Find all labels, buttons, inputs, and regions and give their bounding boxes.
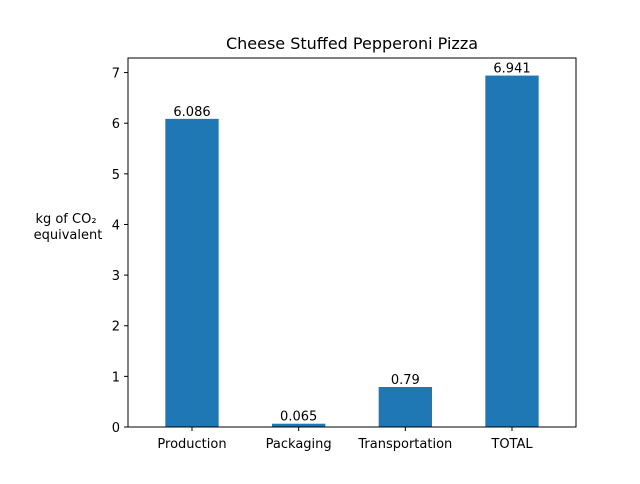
- y-axis: 0 1 2 3 4 5 6 7: [112, 67, 128, 436]
- y-tick-label-7: 7: [112, 67, 120, 82]
- bar-production: [165, 118, 219, 428]
- x-tick-label-production: Production: [157, 437, 226, 452]
- y-tick-label-1: 1: [112, 370, 120, 385]
- chart-title: Cheese Stuffed Pepperoni Pizza: [226, 34, 478, 53]
- x-tick-label-total: TOTAL: [490, 437, 533, 452]
- data-label-packaging: 0.065: [280, 410, 317, 425]
- data-label-transportation: 0.79: [391, 373, 420, 388]
- bar-transportation: [378, 387, 432, 427]
- y-tick-label-5: 5: [112, 168, 120, 183]
- y-tick-label-3: 3: [112, 269, 120, 284]
- x-tick-label-packaging: Packaging: [266, 437, 332, 452]
- bar-total: [485, 75, 539, 427]
- y-axis-label-line-2: equivalent: [34, 228, 103, 243]
- y-tick-label-0: 0: [112, 421, 120, 436]
- plot-frame: [127, 57, 577, 428]
- x-axis: Production Packaging Transportation TOTAL: [157, 427, 533, 452]
- y-tick-label-4: 4: [112, 218, 120, 233]
- bars: [165, 75, 539, 428]
- x-tick-label-transportation: Transportation: [357, 437, 452, 452]
- data-label-total: 6.941: [493, 62, 530, 77]
- y-axis-label-line-1: kg of CO₂: [35, 212, 96, 227]
- data-label-production: 6.086: [173, 105, 210, 120]
- y-tick-label-6: 6: [112, 117, 120, 132]
- bar-packaging: [272, 423, 326, 427]
- data-labels: 6.086 0.065 0.79 6.941: [173, 62, 530, 425]
- y-tick-label-2: 2: [112, 320, 120, 335]
